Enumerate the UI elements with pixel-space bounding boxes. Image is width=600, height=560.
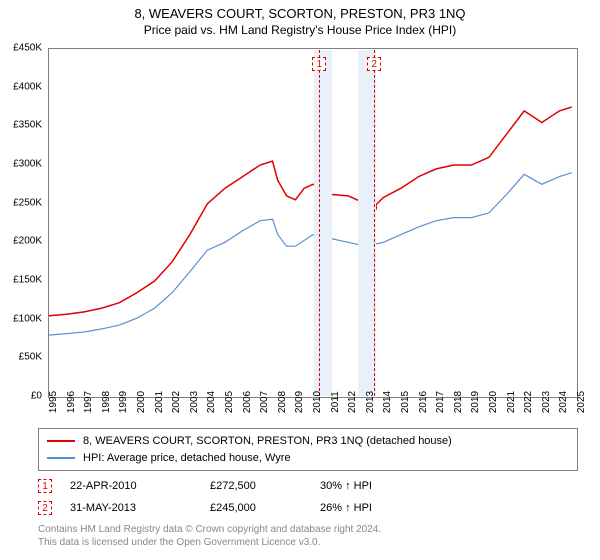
legend-label: 8, WEAVERS COURT, SCORTON, PRESTON, PR3 … [83,433,452,450]
x-tick-label: 2021 [506,391,517,413]
x-tick-label: 2024 [558,391,569,413]
y-tick-label: £450K [13,43,42,54]
x-tick-label: 2008 [277,391,288,413]
y-tick-label: £250K [13,197,42,208]
y-tick-label: £300K [13,159,42,170]
legend-item: 8, WEAVERS COURT, SCORTON, PRESTON, PR3 … [47,433,569,450]
x-tick-label: 1996 [66,391,77,413]
x-tick-label: 2003 [189,391,200,413]
x-tick-label: 2011 [330,391,341,413]
sale-marker-icon: 2 [38,501,52,515]
legend-swatch [47,457,75,459]
page: 8, WEAVERS COURT, SCORTON, PRESTON, PR3 … [0,0,600,560]
y-tick-label: £100K [13,313,42,324]
x-tick-label: 2009 [294,391,305,413]
x-tick-label: 2005 [224,391,235,413]
page-subtitle: Price paid vs. HM Land Registry's House … [0,21,600,37]
sale-marker-label: 2 [367,57,381,71]
plot-area: 12 [48,48,578,398]
sales-list: 1 22-APR-2010£272,50030% ↑ HPI 2 31-MAY-201… [38,479,578,515]
page-title: 8, WEAVERS COURT, SCORTON, PRESTON, PR3 … [0,0,600,21]
footer: Contains HM Land Registry data © Crown c… [38,523,578,549]
x-tick-label: 2007 [259,391,270,413]
chart: 12 £0£50K£100K£150K£200K£250K£300K£350K£… [48,48,578,398]
series-line [49,107,572,316]
x-tick-label: 2023 [541,391,552,413]
sale-pct: 30% ↑ HPI [320,480,440,492]
highlight-band [358,50,376,396]
sale-marker-icon: 1 [38,479,52,493]
footer-line-2: This data is licensed under the Open Gov… [38,536,578,549]
x-tick-label: 2020 [488,391,499,413]
x-tick-label: 2012 [347,391,358,413]
x-tick-label: 2002 [171,391,182,413]
x-tick-label: 2019 [470,391,481,413]
x-tick-label: 2015 [400,391,411,413]
sale-pct: 26% ↑ HPI [320,502,440,514]
legend-swatch [47,440,75,442]
series-line [49,173,572,335]
sale-price: £272,500 [210,480,320,492]
highlight-band [314,50,332,396]
y-tick-label: £200K [13,236,42,247]
chart-svg [49,49,577,397]
sale-vline [374,50,375,396]
x-tick-label: 2016 [418,391,429,413]
x-tick-label: 2022 [523,391,534,413]
x-tick-label: 1999 [118,391,129,413]
x-tick-label: 1995 [48,391,59,413]
below-chart: 8, WEAVERS COURT, SCORTON, PRESTON, PR3 … [38,428,578,549]
sale-date: 22-APR-2010 [70,480,210,492]
x-tick-label: 2013 [365,391,376,413]
legend-label: HPI: Average price, detached house, Wyre [83,450,291,467]
y-tick-label: £150K [13,275,42,286]
sale-price: £245,000 [210,502,320,514]
x-tick-label: 2014 [382,391,393,413]
y-tick-label: £50K [19,352,42,363]
x-tick-label: 2017 [435,391,446,413]
footer-line-1: Contains HM Land Registry data © Crown c… [38,523,578,536]
x-tick-label: 2010 [312,391,323,413]
sale-vline [319,50,320,396]
x-tick-label: 2006 [242,391,253,413]
x-tick-label: 2001 [154,391,165,413]
y-tick-label: £350K [13,120,42,131]
x-tick-label: 2004 [206,391,217,413]
sale-row: 1 22-APR-2010£272,50030% ↑ HPI [38,479,578,493]
x-tick-label: 1998 [101,391,112,413]
x-tick-label: 1997 [83,391,94,413]
sale-date: 31-MAY-2013 [70,502,210,514]
x-tick-label: 2018 [453,391,464,413]
y-tick-label: £0 [31,391,42,402]
y-tick-label: £400K [13,81,42,92]
sale-marker-label: 1 [312,57,326,71]
x-tick-label: 2025 [576,391,587,413]
legend-item: HPI: Average price, detached house, Wyre [47,450,569,467]
legend: 8, WEAVERS COURT, SCORTON, PRESTON, PR3 … [38,428,578,471]
x-tick-label: 2000 [136,391,147,413]
sale-row: 2 31-MAY-2013£245,00026% ↑ HPI [38,501,578,515]
